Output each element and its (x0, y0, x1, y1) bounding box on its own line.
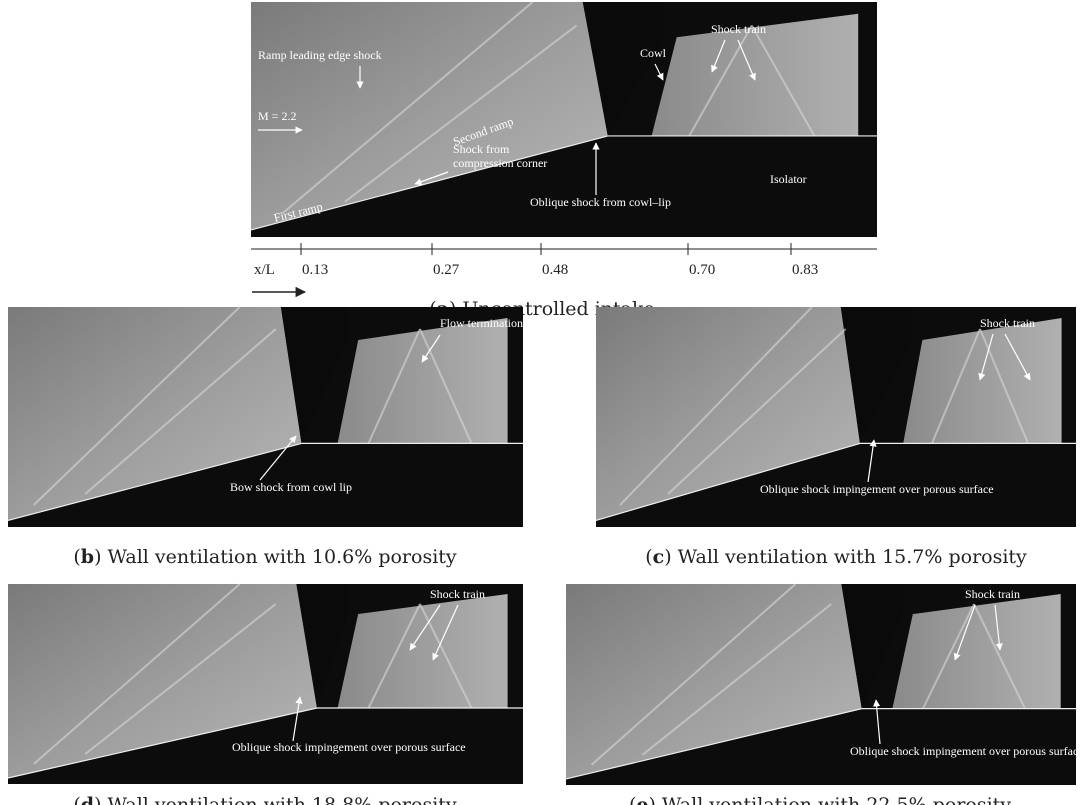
shock-wave (641, 603, 832, 756)
annotation-arrow (873, 699, 881, 745)
caption-open: ( (645, 546, 652, 568)
annotation-arrow (994, 604, 1003, 651)
shock-wave (619, 306, 813, 506)
annotation: Shock train (980, 316, 1035, 330)
annotation-arrow (978, 333, 994, 381)
cowl-region (280, 307, 348, 444)
shock-wave (281, 1, 534, 215)
x-tick-label: 0.83 (792, 262, 818, 278)
annotation-arrow (711, 39, 726, 73)
schlieren-image (7, 306, 523, 527)
isolator-flow (892, 594, 1061, 709)
caption-letter: b (81, 546, 94, 568)
annotation-line: compression corner (453, 156, 547, 170)
caption-text: ) Wall ventilation with 10.6% porosity (94, 546, 457, 568)
cowl-region (840, 307, 913, 444)
schlieren-image (250, 1, 877, 237)
cowl-region (582, 2, 665, 136)
isolator-flow (337, 594, 508, 708)
annotation: Oblique shock impingement over porous su… (850, 744, 1084, 758)
cowl-region (841, 584, 903, 709)
annotation-arrow (292, 696, 303, 742)
shock-wave (84, 328, 277, 495)
shock-wave (367, 328, 421, 444)
annotation: Shock train (711, 22, 766, 36)
annotation: Isolator (770, 172, 807, 186)
cowl-region (296, 584, 348, 708)
caption: (d) Wall ventilation with 18.8% porosity (73, 794, 457, 805)
annotation-arrow (737, 39, 756, 81)
caption-letter: d (81, 794, 94, 805)
shock-wave (419, 328, 473, 444)
ramp-surface (7, 442, 302, 521)
shock-wave (33, 306, 241, 506)
ramp-surface (7, 707, 318, 779)
annotation: M = 2.2 (258, 109, 296, 123)
annotation-line: Shock from (453, 142, 510, 156)
caption: (e) Wall ventilation with 22.5% porosity (629, 794, 1011, 805)
schlieren-image (7, 583, 523, 784)
schlieren-image (595, 306, 1076, 527)
axis-label: x/L (254, 262, 275, 278)
shock-wave (931, 328, 981, 444)
annotation-arrow (953, 604, 976, 661)
freestream-region (251, 2, 608, 230)
shock-wave (33, 583, 241, 765)
shock-wave (922, 603, 975, 710)
freestream-region (596, 307, 860, 521)
caption-letter: e (636, 794, 648, 805)
shock-wave (590, 583, 797, 766)
annotation-arrow (409, 604, 441, 651)
annotation: Cowl (640, 46, 667, 60)
shock-wave (367, 603, 421, 709)
annotation: Oblique shock impingement over porous su… (760, 482, 994, 496)
caption-open: ( (629, 794, 636, 805)
x-tick-label: 0.70 (689, 262, 715, 278)
shock-wave (750, 25, 816, 137)
annotation: Oblique shock impingement over porous su… (232, 740, 466, 754)
x-tick-label: 0.27 (433, 262, 460, 278)
freestream-region (8, 307, 302, 521)
annotation-arrow (432, 604, 459, 661)
caption-open: ( (73, 546, 80, 568)
caption-text: ) Wall ventilation with 18.8% porosity (94, 794, 457, 805)
shock-wave (973, 603, 1026, 710)
shock-wave (344, 24, 578, 203)
annotation: Bow shock from cowl lip (230, 480, 352, 494)
shock-wave (667, 328, 847, 495)
caption-text: ) Wall ventilation with 22.5% porosity (648, 794, 1011, 805)
annotation: Oblique shock from cowl–lip (530, 195, 671, 209)
annotation-arrow (259, 435, 297, 481)
isolator-flow (337, 318, 508, 444)
ramp-surface (595, 442, 861, 521)
annotation-arrow (414, 171, 449, 186)
annotation-arrow (867, 439, 877, 483)
x-tick-label: 0.48 (542, 262, 568, 278)
shock-wave (84, 603, 277, 755)
caption-open: ( (73, 794, 80, 805)
annotation-arrow (421, 334, 441, 363)
schlieren-image (565, 583, 1076, 785)
caption-text: ) Wall ventilation with 15.7% porosity (664, 546, 1027, 568)
caption: (b) Wall ventilation with 10.6% porosity (73, 546, 457, 568)
shock-wave (979, 328, 1029, 444)
annotation: Shock from compression corner (453, 142, 547, 170)
annotation: Shock train (965, 587, 1020, 601)
ramp-surface (250, 135, 608, 231)
annotation: Shock train (430, 587, 485, 601)
ramp-surface (565, 708, 862, 780)
caption: (c) Wall ventilation with 15.7% porosity (645, 546, 1027, 568)
annotation: Flow termination shock (440, 316, 554, 330)
x-tick-label: 0.13 (302, 262, 328, 278)
isolator-flow (903, 318, 1062, 444)
annotation-arrow (1004, 333, 1031, 381)
freestream-region (566, 584, 862, 779)
caption-letter: c (653, 546, 665, 568)
shock-wave (688, 25, 753, 137)
annotation-arrow (654, 63, 664, 81)
annotation: Ramp leading edge shock (258, 48, 382, 62)
